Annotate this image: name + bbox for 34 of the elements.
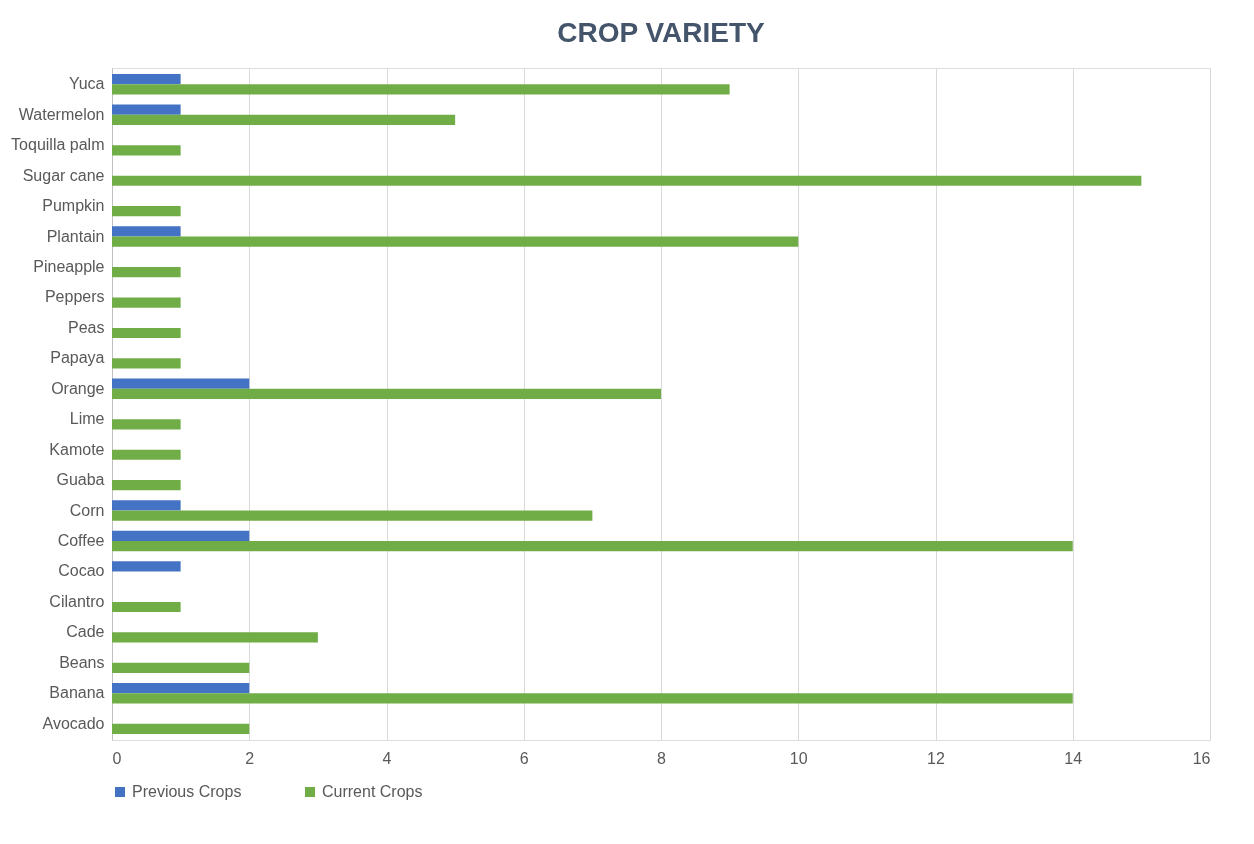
y-tick-label: Toquilla palm bbox=[11, 136, 105, 154]
y-tick-label: Lime bbox=[69, 410, 105, 428]
x-tick-label: 4 bbox=[382, 749, 392, 767]
y-tick-label: Cade bbox=[66, 623, 105, 641]
y-tick-label: Papaya bbox=[50, 349, 105, 367]
x-tick-label: 6 bbox=[519, 749, 529, 767]
x-tick-label: 14 bbox=[1064, 749, 1083, 767]
y-tick-label: Yuca bbox=[68, 75, 105, 93]
x-tick-label: 2 bbox=[245, 749, 255, 767]
x-tick-label: 8 bbox=[657, 749, 667, 767]
y-tick-label: Coffee bbox=[57, 532, 105, 550]
x-tick-label: 0 bbox=[112, 749, 122, 767]
y-tick-label: Plantain bbox=[46, 227, 105, 245]
y-tick-label: Cilantro bbox=[49, 592, 105, 610]
y-tick-label: Pumpkin bbox=[42, 197, 105, 215]
y-tick-label: Avocado bbox=[42, 714, 105, 732]
legend-label: Current Crops bbox=[322, 783, 423, 800]
x-tick-label: 10 bbox=[789, 749, 808, 767]
y-tick-label: Kamote bbox=[49, 440, 105, 458]
legend-label: Previous Crops bbox=[132, 783, 242, 800]
y-tick-label: Pineapple bbox=[33, 257, 105, 275]
x-tick-label: 12 bbox=[927, 749, 945, 767]
y-tick-label: Watermelon bbox=[18, 105, 105, 123]
chart-title: CROP VARIETY bbox=[557, 17, 766, 48]
y-tick-label: Orange bbox=[51, 379, 105, 397]
y-tick-label: Cocao bbox=[58, 562, 105, 580]
y-tick-label: Corn bbox=[69, 501, 105, 519]
x-tick-label: 16 bbox=[1192, 749, 1211, 767]
y-tick-label: Banana bbox=[49, 684, 105, 702]
y-tick-label: Peppers bbox=[44, 288, 105, 306]
y-tick-label: Beans bbox=[59, 653, 105, 671]
y-tick-label: Guaba bbox=[56, 471, 105, 489]
y-tick-label: Peas bbox=[68, 318, 105, 336]
y-tick-label: Sugar cane bbox=[22, 166, 105, 184]
